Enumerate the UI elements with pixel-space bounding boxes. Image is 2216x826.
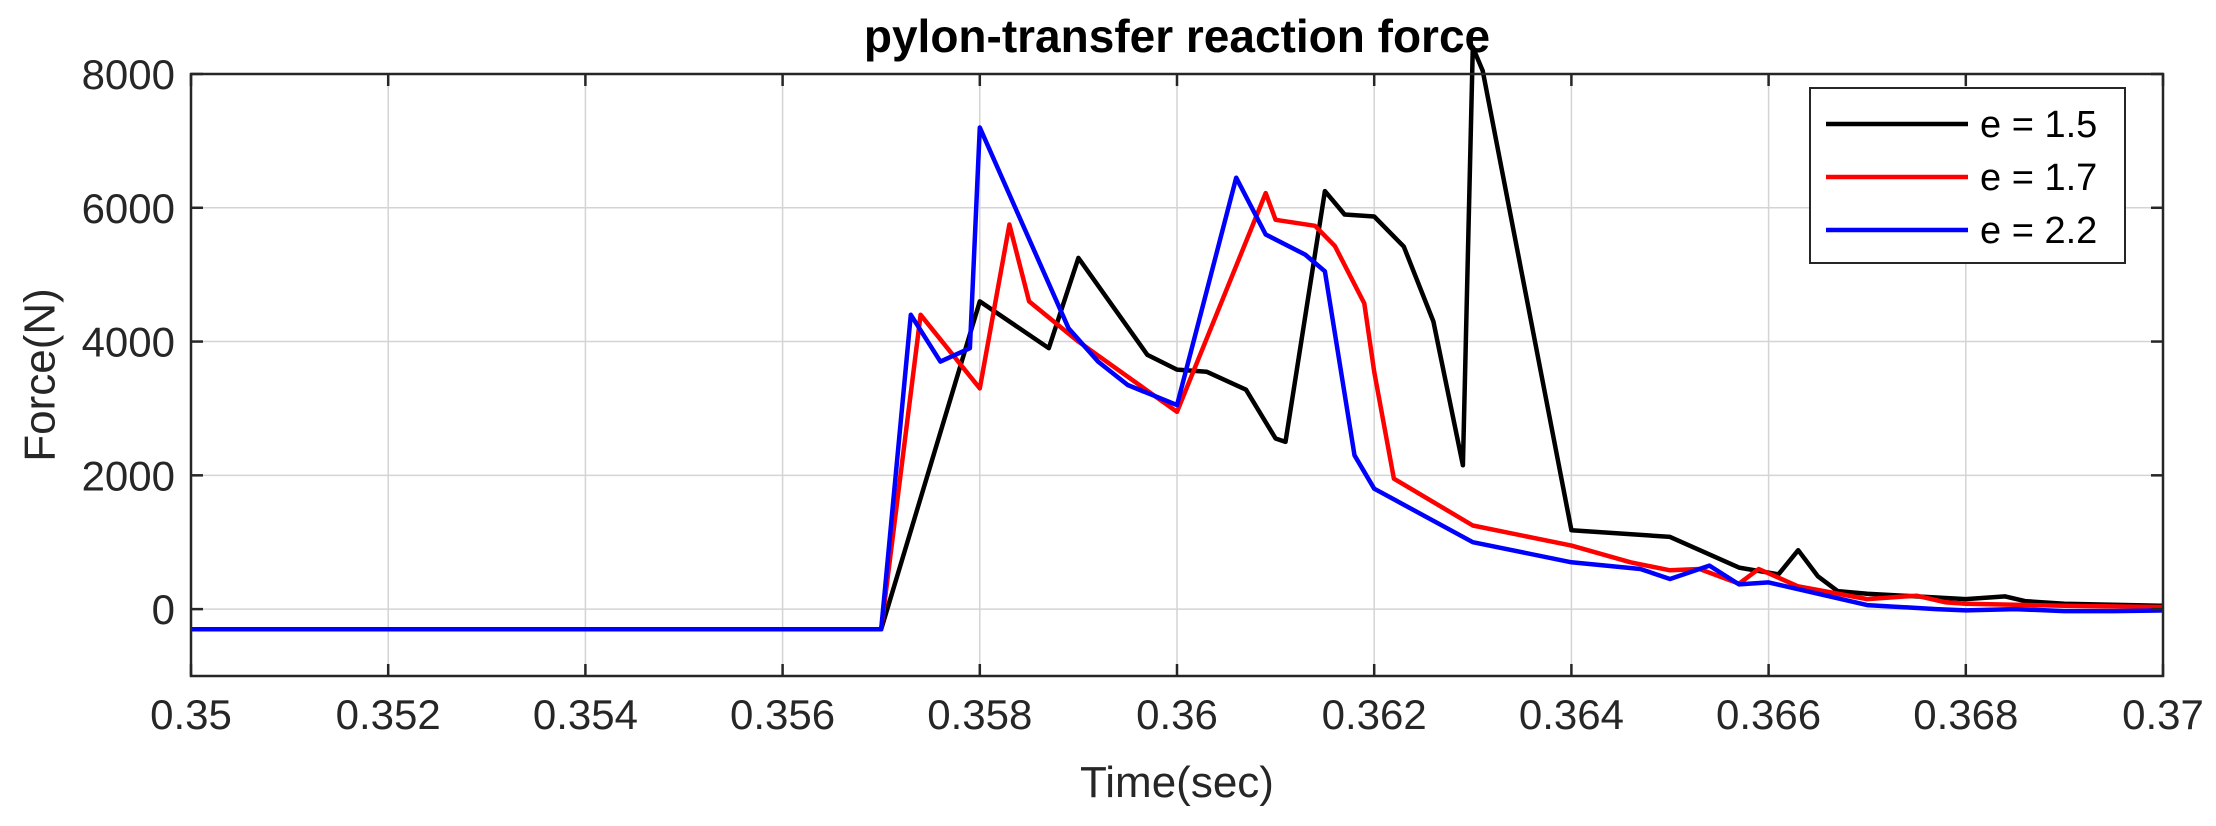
x-tick-label: 0.354: [533, 691, 638, 738]
x-tick-label: 0.352: [336, 691, 441, 738]
x-tick-label: 0.358: [927, 691, 1032, 738]
x-tick-label: 0.37: [2122, 691, 2204, 738]
series-line-3: [191, 125, 2164, 632]
legend: e = 1.5 e = 1.7 e = 2.2: [1809, 87, 2126, 264]
series-line-2: [191, 190, 2164, 632]
legend-label: e = 1.7: [1980, 157, 2097, 199]
y-tick-label: 2000: [82, 452, 175, 499]
y-tick-label: 4000: [82, 319, 175, 366]
series-line-1: [191, 44, 2164, 632]
series-lines: [191, 44, 2164, 632]
x-tick-label: 0.368: [1913, 691, 2018, 738]
legend-label: e = 2.2: [1980, 210, 2097, 252]
x-tick-label: 0.366: [1716, 691, 1821, 738]
x-tick-label: 0.364: [1519, 691, 1624, 738]
x-tick-labels: 0.35 0.352 0.354 0.356 0.358 0.36 0.362 0.364 0.…: [150, 691, 2204, 738]
x-tick-label: 0.35: [150, 691, 232, 738]
x-axis-label: Time(sec): [1080, 758, 1274, 807]
y-tick-label: 0: [152, 586, 175, 633]
y-tick-labels: 0 2000 4000 6000 8000: [82, 51, 175, 633]
x-tick-label: 0.356: [730, 691, 835, 738]
y-tick-label: 6000: [82, 185, 175, 232]
y-tick-label: 8000: [82, 51, 175, 98]
y-axis-label: Force(N): [16, 288, 65, 462]
legend-label: e = 1.5: [1980, 104, 2097, 146]
x-tick-label: 0.36: [1136, 691, 1218, 738]
x-tick-label: 0.362: [1322, 691, 1427, 738]
chart-title: pylon-transfer reaction force: [864, 10, 1490, 62]
tick-marks: [189, 72, 2165, 676]
